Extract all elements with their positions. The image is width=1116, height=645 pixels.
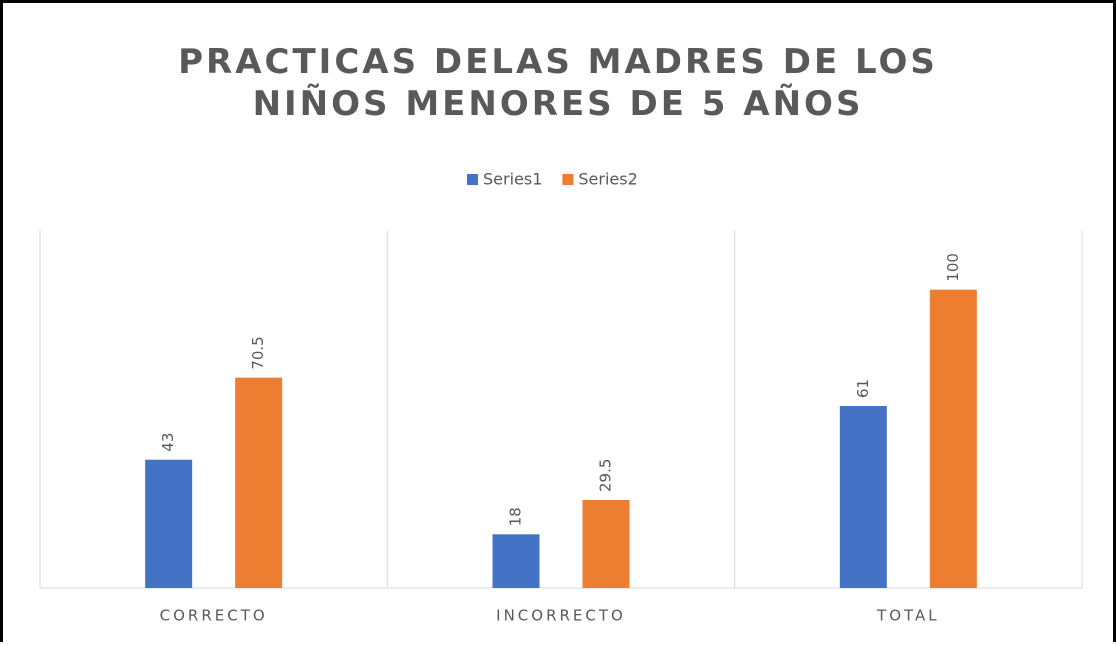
data-label: 18 — [507, 507, 525, 526]
bar — [492, 534, 540, 588]
x-tick-label: TOTAL — [876, 607, 940, 625]
bar — [582, 499, 630, 588]
bar — [929, 289, 977, 588]
legend-label: Series1 — [483, 170, 542, 189]
plot: Series1 Series2 CORRECTO 43 70.5 INCORRECTO 18… — [39, 170, 1083, 625]
legend-swatch — [562, 174, 574, 185]
data-label: 100 — [944, 253, 962, 282]
bar — [839, 406, 887, 588]
chart-title: PRACTICAS DELAS MADRES DE LOS NIÑOS MENO… — [178, 42, 938, 124]
x-tick-label: CORRECTO — [160, 607, 268, 625]
legend-label: Series2 — [578, 170, 637, 189]
data-label: 70.5 — [249, 336, 267, 369]
data-label: 29.5 — [597, 459, 615, 492]
x-tick-label: INCORRECTO — [496, 607, 626, 625]
data-label: 43 — [159, 433, 177, 452]
bar — [145, 459, 193, 588]
legend-swatch — [467, 174, 478, 185]
data-label: 61 — [854, 379, 872, 398]
bar — [235, 377, 283, 588]
